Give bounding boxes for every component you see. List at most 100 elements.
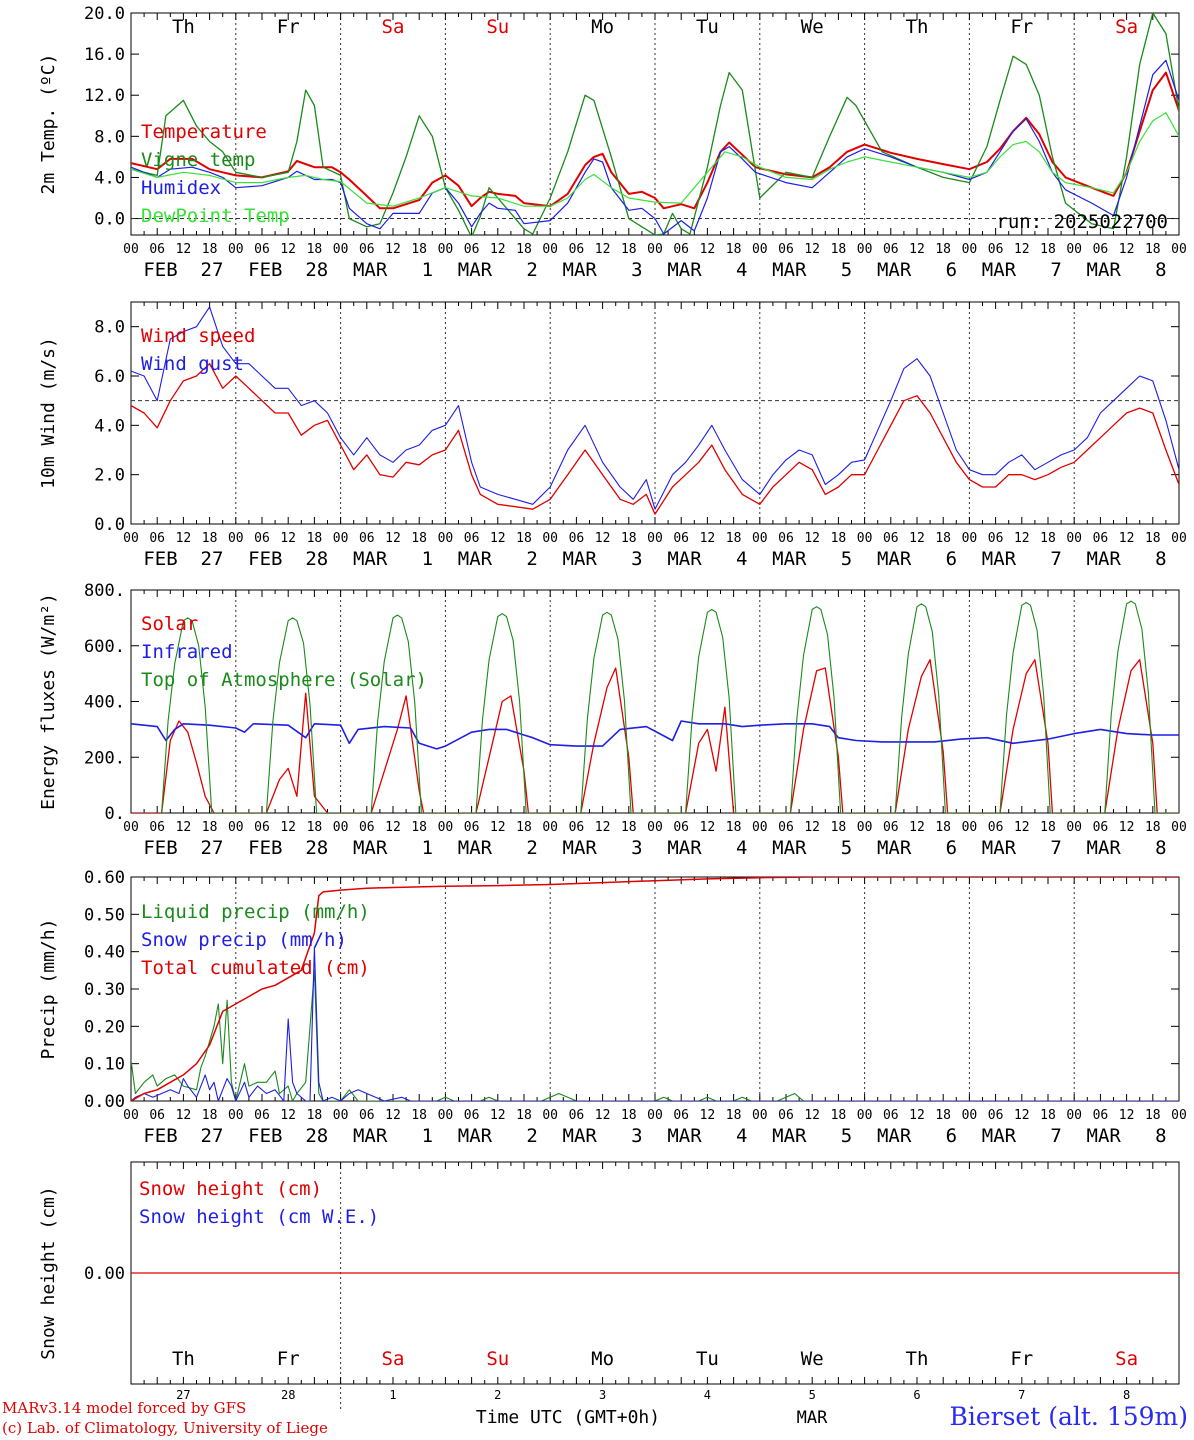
date-label: MAR 5 bbox=[772, 1125, 852, 1147]
bottom-day-number: 8 bbox=[1123, 1388, 1130, 1402]
y-tick-label: 0.10 bbox=[84, 1055, 125, 1075]
date-label: MAR 1 bbox=[353, 259, 433, 281]
hour-tick-label: 06 bbox=[569, 820, 585, 835]
hour-tick-label: 12 bbox=[176, 531, 192, 546]
hour-tick-label: 06 bbox=[254, 242, 270, 257]
day-name: We bbox=[801, 16, 824, 38]
hour-tick-label: 00 bbox=[1171, 531, 1187, 546]
bottom-day-number: 2 bbox=[494, 1388, 501, 1402]
hour-tick-label: 18 bbox=[935, 1108, 951, 1123]
date-label: MAR 7 bbox=[982, 1125, 1062, 1147]
hour-tick-label: 18 bbox=[411, 531, 427, 546]
hour-tick-label: 00 bbox=[962, 1108, 978, 1123]
day-name: Fr bbox=[1010, 16, 1033, 38]
hour-tick-label: 00 bbox=[647, 820, 663, 835]
hour-tick-label: 12 bbox=[176, 1108, 192, 1123]
hour-tick-label: 12 bbox=[176, 820, 192, 835]
series-line-total-cumulated-cm- bbox=[131, 877, 1179, 1101]
hour-tick-label: 12 bbox=[385, 531, 401, 546]
date-label: MAR 2 bbox=[458, 837, 538, 859]
bottom-day-number: 6 bbox=[913, 1388, 920, 1402]
y-tick-label: 0.00 bbox=[84, 1092, 125, 1112]
hour-tick-label: 00 bbox=[857, 820, 873, 835]
hour-tick-label: 00 bbox=[228, 242, 244, 257]
hour-tick-label: 06 bbox=[254, 531, 270, 546]
bottom-day-name: Th bbox=[172, 1348, 195, 1370]
panel-flux: 0. 200. 400. 600. 800. Energy fluxes (W/m²) So… bbox=[38, 581, 1187, 859]
hour-tick-label: 12 bbox=[1119, 820, 1135, 835]
hour-tick-label: 00 bbox=[752, 242, 768, 257]
hour-tick-label: 06 bbox=[988, 820, 1004, 835]
hour-tick-label: 12 bbox=[280, 1108, 296, 1123]
legend-entry: Humidex bbox=[141, 177, 221, 199]
hour-tick-label: 06 bbox=[464, 820, 480, 835]
series-line-solar bbox=[131, 659, 1179, 813]
hour-tick-label: 00 bbox=[647, 242, 663, 257]
y-tick-label: 0.60 bbox=[84, 868, 125, 888]
date-label: MAR 8 bbox=[1087, 1125, 1167, 1147]
hour-tick-label: 06 bbox=[569, 1108, 585, 1123]
hour-tick-label: 06 bbox=[778, 531, 794, 546]
hour-tick-label: 00 bbox=[333, 531, 349, 546]
hour-tick-label: 18 bbox=[726, 1108, 742, 1123]
date-label: MAR 6 bbox=[877, 1125, 957, 1147]
bottom-day-number: 28 bbox=[281, 1388, 295, 1402]
hour-tick-label: 06 bbox=[359, 1108, 375, 1123]
date-label: FEB 28 bbox=[248, 548, 328, 570]
legend-entry: Solar bbox=[141, 613, 198, 635]
legend-entry: Infrared bbox=[141, 641, 233, 663]
hour-tick-label: 12 bbox=[490, 531, 506, 546]
date-label: FEB 28 bbox=[248, 1125, 328, 1147]
date-label: MAR 8 bbox=[1087, 259, 1167, 281]
hour-tick-label: 06 bbox=[149, 1108, 165, 1123]
date-label: MAR 5 bbox=[772, 548, 852, 570]
day-name: Sa bbox=[382, 16, 405, 38]
series-line-top-of-atmosphere-solar- bbox=[161, 600, 1179, 813]
hour-tick-label: 12 bbox=[700, 820, 716, 835]
hour-tick-label: 00 bbox=[962, 820, 978, 835]
y-tick-label: 0.40 bbox=[84, 943, 125, 963]
hour-tick-label: 12 bbox=[700, 531, 716, 546]
hour-tick-label: 00 bbox=[123, 1108, 139, 1123]
hour-tick-label: 18 bbox=[621, 531, 637, 546]
date-label: MAR 8 bbox=[1087, 548, 1167, 570]
hour-tick-label: 12 bbox=[176, 242, 192, 257]
hour-tick-label: 06 bbox=[464, 1108, 480, 1123]
hour-tick-label: 12 bbox=[1014, 1108, 1030, 1123]
y-tick-label: 200. bbox=[84, 748, 125, 768]
hour-tick-label: 00 bbox=[542, 531, 558, 546]
date-label: FEB 27 bbox=[143, 1125, 223, 1147]
date-label: MAR 6 bbox=[877, 259, 957, 281]
hour-tick-label: 12 bbox=[909, 820, 925, 835]
date-label: MAR 1 bbox=[353, 837, 433, 859]
legend-entry: Vigne temp bbox=[141, 149, 255, 171]
y-tick-label: 4.0 bbox=[94, 168, 125, 188]
hour-tick-label: 00 bbox=[962, 242, 978, 257]
bottom-day-name: Mo bbox=[591, 1348, 614, 1370]
hour-tick-label: 12 bbox=[1119, 242, 1135, 257]
hour-tick-label: 06 bbox=[569, 242, 585, 257]
hour-tick-label: 18 bbox=[1040, 1108, 1056, 1123]
y-tick-label: 8.0 bbox=[94, 127, 125, 147]
y-tick-label: 2.0 bbox=[94, 466, 125, 486]
hour-tick-label: 06 bbox=[883, 820, 899, 835]
model-credits: MARv3.14 model forced by GFS (c) Lab. of… bbox=[2, 1398, 328, 1438]
hour-tick-label: 12 bbox=[595, 242, 611, 257]
hour-tick-label: 12 bbox=[700, 1108, 716, 1123]
hour-tick-label: 06 bbox=[988, 242, 1004, 257]
date-label: MAR 2 bbox=[458, 548, 538, 570]
legend-entry: DewPoint Temp bbox=[141, 205, 290, 227]
series-line-liquid-precip-mm-h- bbox=[131, 969, 1179, 1101]
y-tick-label: 0. bbox=[105, 804, 125, 824]
hour-tick-label: 06 bbox=[883, 1108, 899, 1123]
hour-tick-label: 00 bbox=[438, 820, 454, 835]
date-label: MAR 3 bbox=[563, 548, 643, 570]
series-line-wind-speed bbox=[131, 363, 1179, 515]
y-tick-label: 0.50 bbox=[84, 905, 125, 925]
hour-tick-label: 00 bbox=[1171, 242, 1187, 257]
date-label: MAR 6 bbox=[877, 837, 957, 859]
date-label: MAR 1 bbox=[353, 1125, 433, 1147]
hour-tick-label: 00 bbox=[123, 820, 139, 835]
hour-tick-label: 00 bbox=[123, 242, 139, 257]
